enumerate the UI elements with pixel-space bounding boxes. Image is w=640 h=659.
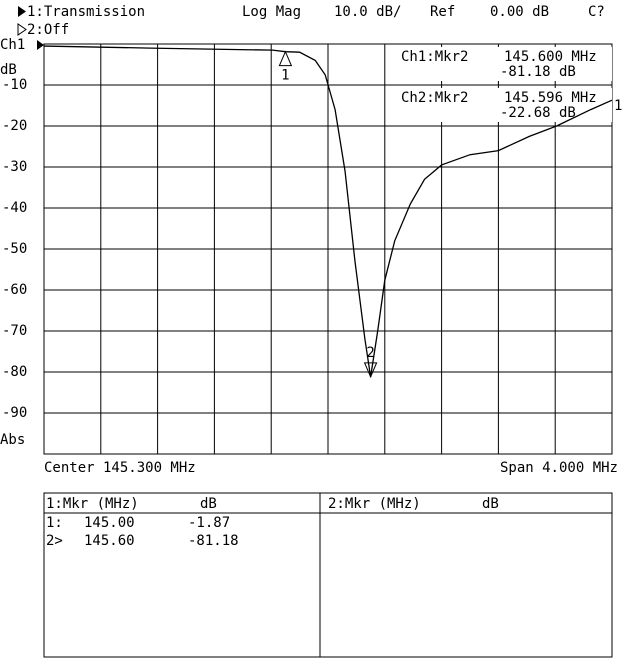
- mode-label: Abs: [0, 432, 25, 448]
- inactive-channel-arrow: [17, 23, 27, 36]
- y-tick-label: -50: [2, 241, 27, 257]
- ref: Ref: [430, 4, 455, 20]
- trace: [43, 45, 613, 377]
- readout-level: -22.68 dB: [500, 105, 576, 121]
- marker-label: 2: [366, 345, 374, 361]
- y-tick-label: -60: [2, 282, 27, 298]
- table-rows: 1: 145.00 -1.87 2> 145.60 -81.18: [46, 515, 239, 549]
- marker: [278, 50, 293, 67]
- table-header: 1:Mkr (MHz): [46, 496, 139, 512]
- readout-bg: [396, 47, 612, 81]
- y-tick-label: -70: [2, 323, 27, 339]
- table-cell: 2>: [46, 533, 63, 549]
- scale: 10.0 dB/: [334, 4, 401, 20]
- y-tick-label: -30: [2, 159, 27, 175]
- format: Log Mag: [242, 4, 301, 20]
- span-label: Span 4.000 MHz: [500, 460, 618, 476]
- table-cell: 145.00: [84, 515, 135, 531]
- y-tick-label: -40: [2, 200, 27, 216]
- table-cell: 1:: [46, 515, 63, 531]
- y-tick-label: -90: [2, 405, 27, 421]
- y-tick-label: -10: [2, 77, 27, 93]
- marker: [363, 362, 378, 379]
- readout-name: Ch2:Mkr2: [401, 90, 468, 106]
- table-cell: -81.18: [188, 533, 239, 549]
- table-unit: dB: [200, 496, 217, 512]
- readout-freq: 145.596 MHz: [504, 90, 597, 106]
- y-tick-label: -20: [2, 118, 27, 134]
- table-cell: -1.87: [188, 515, 230, 531]
- y-tick-label: -80: [2, 364, 27, 380]
- ref-pointer: [37, 40, 44, 50]
- marker-label: 1: [281, 68, 289, 84]
- readout-name: Ch1:Mkr2: [401, 49, 468, 65]
- unit-label: dB: [0, 62, 17, 78]
- channel-label: Ch1: [0, 37, 25, 53]
- channel-2: 2:Off: [27, 22, 69, 38]
- active-channel-arrow: [18, 6, 26, 17]
- plot: -10 -20 -30 -40 -50 -60 -70 -80 -90 Ch1:Mkr2 145.6…: [2, 43, 622, 455]
- table-header: 2:Mkr (MHz): [328, 496, 421, 512]
- ref-value: 0.00 dB: [490, 4, 549, 20]
- center-label: Center 145.300 MHz: [44, 460, 196, 476]
- table-cell: 145.60: [84, 533, 135, 549]
- table-unit: dB: [482, 496, 499, 512]
- table-frame: [43, 492, 613, 658]
- readout-freq: 145.600 MHz: [504, 49, 597, 65]
- trace-label: 1: [614, 98, 622, 114]
- readout-level: -81.18 dB: [500, 64, 576, 80]
- status: C?: [588, 4, 605, 20]
- channel-1: 1:Transmission: [27, 4, 145, 20]
